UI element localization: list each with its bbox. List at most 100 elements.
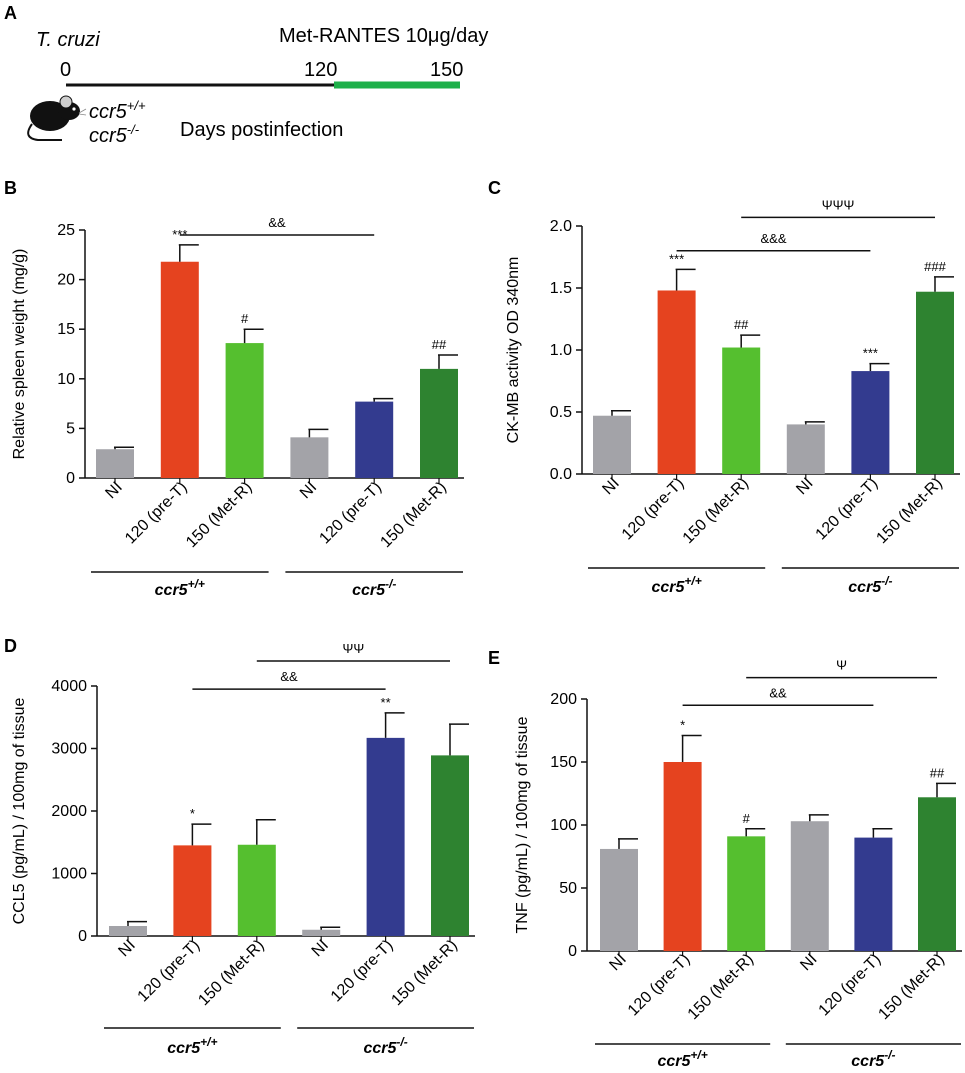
organism-label: T. cruzi xyxy=(36,29,100,51)
comparison-label: ΨΨΨ xyxy=(822,197,855,212)
category-label: 150 (Met-R) xyxy=(195,937,267,1009)
category-label: NI xyxy=(797,951,820,974)
bar xyxy=(237,844,276,936)
bar xyxy=(302,929,341,936)
y-tick-label: 0 xyxy=(78,928,87,945)
category-label: 120 (pre-T) xyxy=(619,475,688,544)
significance-label: ## xyxy=(734,317,749,332)
category-label: NI xyxy=(102,479,125,502)
y-tick-label: 4000 xyxy=(51,678,87,695)
significance-label: # xyxy=(241,311,249,326)
significance-label: ### xyxy=(924,259,946,274)
category-label: 150 (Met-R) xyxy=(875,951,947,1023)
significance-label: * xyxy=(680,718,685,733)
category-label: 150 (Met-R) xyxy=(873,475,945,547)
group-label: ccr5+/+ xyxy=(155,577,205,599)
group-label: ccr5+/+ xyxy=(167,1035,217,1057)
tick-label-0: 0 xyxy=(60,59,71,81)
y-tick-label: 1000 xyxy=(51,866,87,883)
mouse-icon xyxy=(27,95,87,141)
significance-label: * xyxy=(190,806,195,821)
category-label: 150 (Met-R) xyxy=(377,479,449,551)
y-tick-label: 2.0 xyxy=(550,218,572,235)
bar xyxy=(366,737,405,936)
group-label: ccr5-/- xyxy=(851,1048,895,1070)
y-tick-label: 200 xyxy=(550,691,577,708)
bar xyxy=(109,926,147,936)
y-axis-label: TNF (pg/mL) / 100mg of tissue xyxy=(514,716,531,933)
y-axis-label: Relative spleen weight (mg/g) xyxy=(11,249,28,460)
comparison-label: && xyxy=(280,669,298,684)
category-label: 120 (pre-T) xyxy=(328,937,397,1006)
y-tick-label: 50 xyxy=(559,880,577,897)
bar xyxy=(173,845,212,936)
panel-label-a: A xyxy=(4,3,17,23)
tick-label-120: 120 xyxy=(304,59,337,81)
y-tick-label: 150 xyxy=(550,754,577,771)
chart-panel-e: E TNF (pg/mL) / 100mg of tissue 0 50 100 150 2… xyxy=(488,648,962,1070)
y-tick-label: 25 xyxy=(57,222,75,239)
bar xyxy=(96,449,134,478)
bar xyxy=(918,797,956,951)
category-label: NI xyxy=(297,479,320,502)
bar xyxy=(420,368,458,478)
bar xyxy=(663,762,702,951)
group-label: ccr5-/- xyxy=(363,1035,407,1057)
y-tick-label: 0.0 xyxy=(550,466,572,483)
bar-charts: B Relative spleen weight (mg/g) 0 5 10 15 20 25… xyxy=(4,178,962,1070)
bar xyxy=(727,836,766,951)
panel-label-d: D xyxy=(4,636,17,656)
y-axis-label: CCL5 (pg/mL) / 100mg of tissue xyxy=(11,698,28,925)
bar xyxy=(600,848,638,951)
bar xyxy=(225,343,264,478)
chart-panel-c: C CK-MB activity OD 340nm 0.0 0.5 1.0 1.5 2.0 N… xyxy=(488,178,960,596)
category-label: 150 (Met-R) xyxy=(685,951,757,1023)
y-tick-label: 3000 xyxy=(51,741,87,758)
bar xyxy=(355,401,394,478)
category-label: 150 (Met-R) xyxy=(388,937,460,1009)
bar xyxy=(790,821,829,951)
bar xyxy=(916,291,954,474)
y-tick-label: 100 xyxy=(550,817,577,834)
genotype-ko-label: ccr5-/- xyxy=(89,122,140,147)
significance-label: ## xyxy=(930,765,945,780)
y-tick-label: 10 xyxy=(57,371,75,388)
bar xyxy=(851,371,890,474)
significance-label: *** xyxy=(669,251,684,266)
bar xyxy=(160,261,199,478)
treatment-label: Met-RANTES 10μg/day xyxy=(279,25,488,47)
category-label: NI xyxy=(599,475,622,498)
category-label: 150 (Met-R) xyxy=(183,479,255,551)
significance-label: ## xyxy=(432,337,447,352)
bar xyxy=(722,347,761,474)
tick-label-150: 150 xyxy=(430,59,463,81)
category-label: NI xyxy=(606,951,629,974)
timeline-panel: A T. cruzi Met-RANTES 10μg/day 0 120 150… xyxy=(4,3,488,147)
comparison-label: ΨΨ xyxy=(343,641,365,656)
bar xyxy=(290,437,329,478)
y-tick-label: 1.0 xyxy=(550,342,572,359)
y-tick-label: 0.5 xyxy=(550,404,572,421)
category-label: 120 (pre-T) xyxy=(625,951,694,1020)
y-tick-label: 1.5 xyxy=(550,280,572,297)
category-label: NI xyxy=(309,937,332,960)
panel-label-c: C xyxy=(488,178,501,198)
significance-label: ** xyxy=(381,695,391,710)
category-label: NI xyxy=(115,937,138,960)
y-tick-label: 20 xyxy=(57,272,75,289)
category-label: 120 (pre-T) xyxy=(316,479,385,548)
significance-label: *** xyxy=(863,346,878,361)
group-label: ccr5-/- xyxy=(352,577,396,599)
category-label: 150 (Met-R) xyxy=(680,475,752,547)
y-tick-label: 15 xyxy=(57,321,75,338)
comparison-label: && xyxy=(268,215,286,230)
category-label: 120 (pre-T) xyxy=(813,475,882,544)
group-label: ccr5+/+ xyxy=(651,574,701,596)
y-tick-label: 5 xyxy=(66,420,75,437)
category-label: 120 (pre-T) xyxy=(122,479,191,548)
bar xyxy=(854,837,893,951)
genotype-wt-label: ccr5+/+ xyxy=(89,98,146,123)
bar xyxy=(593,415,631,474)
chart-panel-d: D CCL5 (pg/mL) / 100mg of tissue 0 1000 2000… xyxy=(4,636,475,1057)
